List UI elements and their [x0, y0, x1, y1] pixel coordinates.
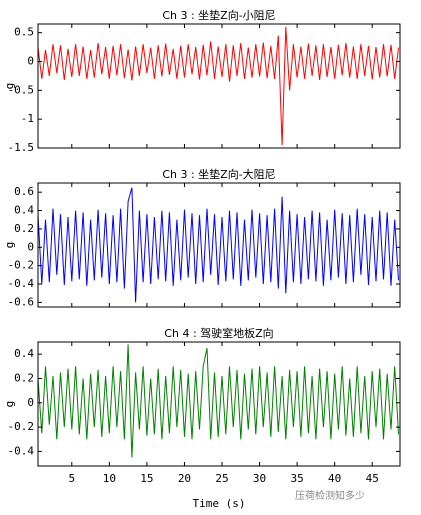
y-tick-label: 0.2: [14, 371, 34, 384]
y-tick-label: -0.5: [8, 83, 35, 96]
plot-frame: [37, 23, 401, 149]
y-tick-label: -0.4: [8, 444, 35, 457]
x-tick-label: 30: [253, 472, 266, 485]
chart-title: Ch 3 : 坐垫Z向-小阻尼: [162, 8, 275, 22]
y-axis-label: g: [3, 242, 16, 249]
y-tick-label: -0.6: [8, 295, 35, 308]
watermark: 压荷检测知多少: [295, 489, 365, 502]
y-tick-label: 0.4: [14, 204, 34, 217]
signal-line: [37, 344, 399, 458]
chart-title: Ch 3 : 坐垫Z向-大阻尼: [162, 167, 275, 181]
chart-title: Ch 4 : 驾驶室地板Z向: [164, 326, 273, 340]
x-tick-label: 25: [215, 472, 228, 485]
y-tick-label: 0: [27, 396, 34, 409]
x-tick-label: 45: [366, 472, 379, 485]
y-tick-label: 0.2: [14, 222, 34, 235]
x-tick-label: 20: [178, 472, 191, 485]
x-tick-label: 15: [140, 472, 153, 485]
y-tick-label: 0.5: [14, 26, 34, 39]
y-tick-label: -0.2: [8, 259, 35, 272]
plot-frame: [37, 341, 401, 467]
y-tick-label: -1: [21, 112, 34, 125]
x-tick-label: 35: [290, 472, 303, 485]
y-tick-label: 0.6: [14, 185, 34, 198]
signal-line: [37, 26, 399, 146]
y-tick-label: -0.2: [8, 420, 35, 433]
signal-line: [37, 187, 399, 303]
y-tick-label: -0.4: [8, 277, 35, 290]
y-axis-label: g: [3, 83, 16, 90]
x-tick-label: 40: [328, 472, 341, 485]
y-axis-label: g: [3, 401, 16, 408]
x-tick-label: 10: [103, 472, 116, 485]
x-axis-label: Time (s): [193, 497, 246, 510]
x-tick-label: 5: [68, 472, 75, 485]
y-tick-label: 0: [27, 54, 34, 67]
y-tick-label: -1.5: [8, 141, 35, 154]
plot-frame: [37, 182, 401, 308]
y-tick-label: 0.4: [14, 347, 34, 360]
y-tick-label: 0: [27, 240, 34, 253]
